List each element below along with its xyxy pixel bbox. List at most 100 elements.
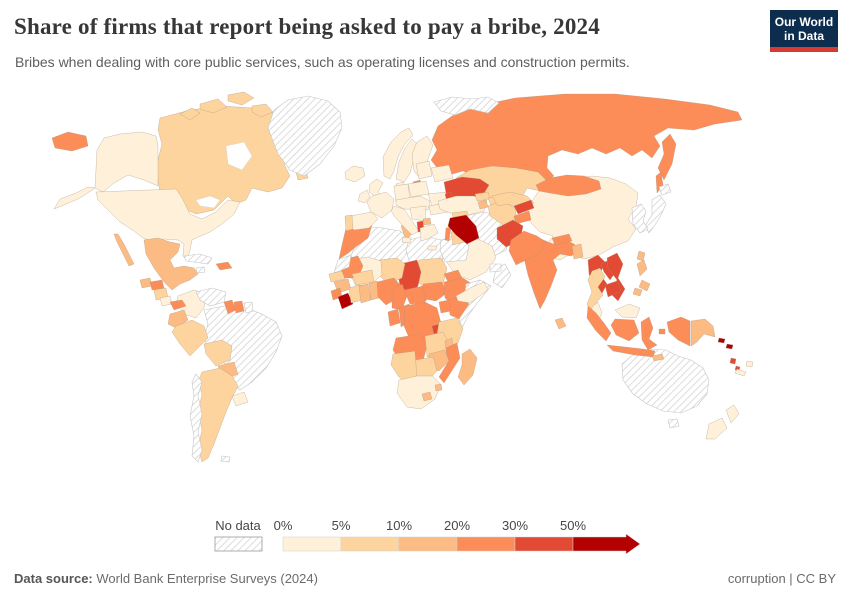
legend-bucket-10-20%[interactable] — [398, 536, 458, 552]
country-panama[interactable] — [169, 299, 187, 311]
country-uae[interactable] — [489, 263, 502, 273]
country-jamaica[interactable] — [195, 266, 206, 274]
country-solomon[interactable] — [717, 337, 726, 344]
country-japan[interactable] — [658, 183, 672, 196]
country-gabon[interactable] — [387, 308, 401, 327]
footer-license-link[interactable]: corruption | CC BY — [727, 570, 836, 586]
country-indonesia[interactable] — [658, 328, 666, 335]
country-indonesia[interactable] — [610, 318, 640, 342]
country-newcaledonia[interactable] — [734, 368, 747, 377]
country-australia[interactable] — [621, 348, 710, 414]
country-australia[interactable] — [667, 418, 680, 429]
country-solomon[interactable] — [725, 343, 734, 350]
country-taiwan[interactable] — [636, 250, 646, 262]
country-indonesia[interactable] — [606, 344, 656, 358]
country-bangladesh[interactable] — [571, 243, 584, 260]
country-madagascar[interactable] — [457, 348, 478, 386]
country-eswatini[interactable] — [434, 383, 443, 392]
legend-no-data-swatch[interactable] — [214, 536, 263, 552]
country-greenland[interactable] — [267, 95, 343, 177]
country-kyrgyzstan[interactable] — [513, 199, 535, 215]
country-ghana[interactable] — [358, 283, 372, 304]
country-falklands[interactable] — [220, 455, 231, 463]
country-peru[interactable] — [171, 319, 209, 357]
country-suriname[interactable] — [233, 300, 245, 314]
country-portugal[interactable] — [344, 214, 354, 232]
country-thailand[interactable] — [586, 267, 606, 316]
country-baltics[interactable] — [415, 160, 433, 180]
country-iraq[interactable] — [447, 214, 480, 245]
country-turkey[interactable] — [437, 195, 488, 216]
country-timor[interactable] — [651, 353, 665, 362]
country-canada[interactable] — [227, 91, 255, 106]
country-wsahara[interactable] — [333, 254, 352, 274]
country-uruguay[interactable] — [231, 391, 249, 407]
country-honduras[interactable] — [149, 279, 165, 291]
country-indonesia[interactable] — [640, 316, 658, 351]
country-usa[interactable] — [95, 188, 241, 261]
country-png[interactable] — [690, 318, 716, 347]
country-france[interactable] — [366, 191, 395, 219]
country-srilanka[interactable] — [554, 317, 567, 330]
legend-bucket-50%+[interactable] — [572, 533, 641, 555]
country-usa[interactable] — [94, 131, 159, 193]
country-cameroon[interactable] — [391, 283, 408, 311]
legend-bucket-5-10%[interactable] — [340, 536, 400, 552]
country-newzealand[interactable] — [725, 404, 740, 424]
country-mongolia[interactable] — [535, 174, 602, 197]
country-yemen[interactable] — [455, 281, 489, 304]
country-svalbard[interactable] — [433, 96, 500, 116]
legend-bucket-20-30%[interactable] — [456, 536, 516, 552]
country-russia[interactable] — [51, 131, 89, 152]
country-fiji[interactable] — [745, 360, 754, 368]
country-bolivia[interactable] — [203, 339, 233, 367]
country-china[interactable] — [522, 175, 639, 261]
owid-logo[interactable]: Our World in Data — [770, 10, 838, 52]
country-japan[interactable] — [644, 194, 667, 234]
country-indonesia[interactable] — [586, 305, 612, 342]
country-norway[interactable] — [382, 127, 414, 180]
country-poland[interactable] — [407, 180, 430, 198]
country-senegal[interactable] — [328, 270, 346, 283]
country-argentina[interactable] — [197, 367, 239, 463]
country-chile[interactable] — [189, 373, 203, 463]
country-cambodia[interactable] — [604, 280, 622, 298]
country-vietnam[interactable] — [606, 252, 626, 302]
country-southafrica[interactable] — [396, 375, 442, 410]
country-korea[interactable] — [631, 203, 649, 234]
country-greece[interactable] — [427, 245, 438, 251]
legend-bucket-30-50%[interactable] — [514, 536, 574, 552]
country-russia[interactable] — [655, 171, 664, 194]
country-ssudan[interactable] — [422, 281, 448, 302]
country-malaysia[interactable] — [614, 303, 641, 319]
country-usa[interactable] — [53, 186, 96, 210]
country-cuba[interactable] — [183, 253, 213, 265]
country-newzealand[interactable] — [705, 417, 728, 440]
country-philippines[interactable] — [638, 279, 651, 292]
country-iceland[interactable] — [344, 165, 366, 183]
country-philippines[interactable] — [632, 287, 643, 297]
legend-bucket-0-5%[interactable] — [282, 536, 342, 552]
country-macedonia[interactable] — [422, 217, 432, 226]
country-mozambique[interactable] — [438, 342, 461, 384]
country-italy[interactable] — [390, 205, 420, 236]
country-nepal[interactable] — [551, 233, 573, 246]
country-lesotho[interactable] — [421, 391, 433, 402]
country-frguiana[interactable] — [243, 301, 254, 314]
country-ireland[interactable] — [357, 189, 371, 204]
country-hispaniola[interactable] — [215, 261, 233, 271]
country-vanuatu[interactable] — [729, 357, 737, 365]
country-indonesia[interactable] — [666, 316, 691, 347]
country-costarica[interactable] — [159, 295, 173, 307]
country-belarus[interactable] — [430, 164, 454, 183]
country-canada[interactable] — [179, 107, 201, 121]
country-burkina[interactable] — [351, 269, 375, 286]
country-philippines[interactable] — [636, 259, 648, 277]
country-mexico[interactable] — [143, 237, 199, 291]
country-mexico[interactable] — [113, 233, 135, 267]
country-canada[interactable] — [251, 103, 274, 118]
country-liberia[interactable] — [337, 292, 354, 310]
country-canada[interactable] — [199, 98, 228, 114]
country-greece[interactable] — [419, 223, 439, 242]
country-italy[interactable] — [401, 236, 412, 244]
